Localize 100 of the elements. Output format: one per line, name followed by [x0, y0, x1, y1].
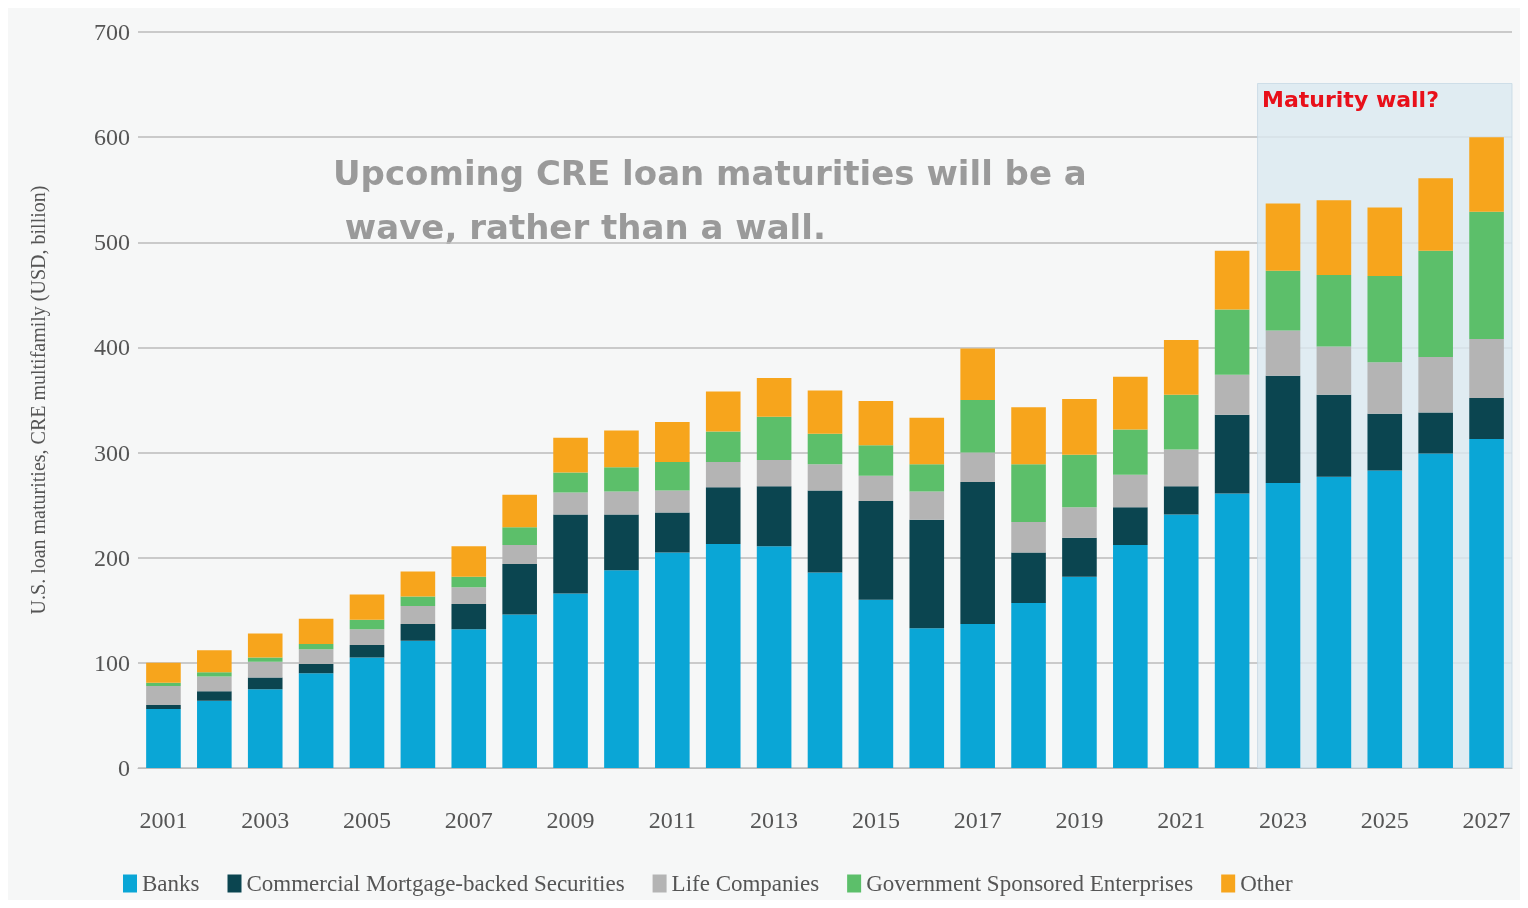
bar — [1062, 576, 1097, 768]
x-tick-label: 2017 — [953, 807, 1002, 833]
bar — [146, 682, 181, 686]
bar — [756, 416, 792, 460]
bar — [298, 663, 334, 674]
x-tick-label: 2001 — [139, 807, 188, 833]
bar — [604, 491, 639, 515]
bar — [604, 467, 639, 492]
bar — [349, 629, 385, 645]
bar — [247, 677, 283, 690]
bar — [1367, 207, 1403, 276]
bar — [298, 673, 334, 768]
bar — [909, 417, 945, 465]
bar — [1011, 552, 1046, 603]
bar — [1163, 486, 1199, 515]
bar — [298, 618, 334, 644]
x-tick-label: 2009 — [546, 807, 595, 833]
y-tick-label: 300 — [94, 439, 130, 466]
bar — [1469, 397, 1504, 439]
bar — [1418, 412, 1453, 454]
bar — [1418, 178, 1453, 251]
bar — [909, 464, 945, 492]
bar — [400, 571, 436, 597]
bar — [655, 490, 690, 513]
bar — [1367, 413, 1403, 471]
bar — [655, 462, 690, 491]
bar — [400, 623, 436, 641]
bar — [756, 459, 792, 487]
bar — [1062, 537, 1097, 577]
bar — [858, 401, 894, 446]
legend-label: Government Sponsored Enterprises — [866, 871, 1194, 896]
legend-label: Banks — [142, 871, 200, 896]
bar — [1265, 203, 1301, 271]
bar — [604, 430, 639, 468]
bar — [553, 437, 588, 473]
bar — [1214, 250, 1250, 310]
bar — [400, 606, 436, 624]
bar — [197, 672, 232, 677]
bar — [298, 643, 334, 650]
bar — [655, 552, 690, 768]
bar — [1113, 474, 1148, 508]
y-tick-label: 0 — [118, 755, 130, 781]
bar — [1011, 521, 1046, 553]
bar — [960, 348, 995, 400]
bar — [1113, 429, 1148, 475]
x-tick-label: 2003 — [241, 807, 290, 833]
bar — [1214, 493, 1250, 768]
x-tick-label: 2011 — [648, 807, 696, 833]
x-tick-label: 2021 — [1157, 807, 1206, 833]
x-tick-label: 2007 — [444, 807, 493, 833]
bar — [400, 596, 436, 607]
bar — [146, 662, 181, 683]
bar — [451, 546, 487, 577]
bar — [807, 390, 843, 434]
bar — [349, 644, 385, 658]
bar — [1367, 362, 1403, 414]
bar — [349, 594, 385, 620]
bar — [1469, 438, 1504, 768]
y-tick-label: 700 — [94, 19, 130, 45]
bar — [247, 633, 283, 658]
bar — [960, 482, 995, 624]
y-tick-label: 400 — [94, 334, 130, 361]
bar — [655, 422, 690, 463]
x-tick-label: 2005 — [343, 807, 391, 833]
x-tick-label: 2019 — [1055, 807, 1104, 833]
x-tick-label: 2015 — [851, 807, 900, 833]
bar — [502, 527, 537, 546]
bar — [858, 445, 894, 476]
bar — [502, 564, 537, 615]
bar — [146, 709, 181, 768]
bar — [1062, 507, 1097, 538]
bar — [349, 657, 385, 768]
bar — [1367, 470, 1403, 768]
bar — [756, 377, 792, 417]
band-label: Maturity wall? — [1262, 86, 1439, 112]
bar — [197, 691, 232, 701]
bar — [604, 570, 639, 768]
bar — [705, 431, 741, 463]
bar — [807, 490, 843, 573]
bar — [1163, 340, 1199, 395]
x-tick-label: 2025 — [1360, 807, 1409, 833]
bar — [1316, 274, 1352, 347]
bar — [909, 491, 945, 520]
bar — [1265, 483, 1301, 768]
bar — [705, 544, 741, 768]
bar — [1011, 407, 1046, 465]
bar — [807, 433, 843, 465]
y-tick-label: 100 — [94, 649, 130, 676]
bar — [451, 587, 487, 604]
y-tick-label: 600 — [94, 124, 130, 151]
bar — [655, 512, 690, 553]
bar — [553, 472, 588, 493]
bar — [197, 700, 232, 768]
bar — [705, 462, 741, 488]
bar — [1418, 250, 1453, 357]
bar — [858, 599, 894, 768]
bar — [1113, 545, 1148, 768]
x-tick-label: 2013 — [750, 807, 799, 833]
bar — [553, 593, 588, 768]
y-tick-label: 200 — [94, 544, 130, 571]
